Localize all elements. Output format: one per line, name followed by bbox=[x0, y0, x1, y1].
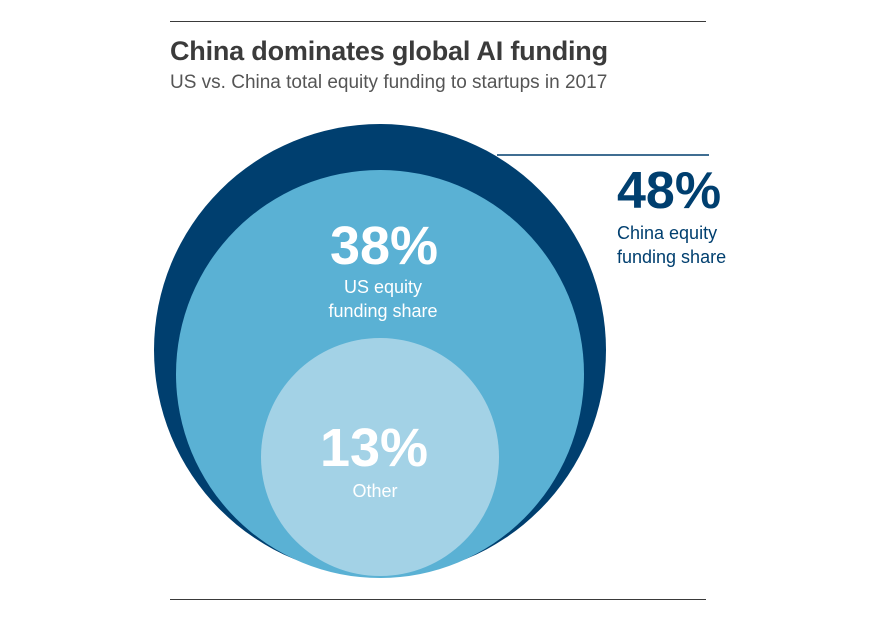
china-caption-line-1: China equity bbox=[617, 223, 717, 243]
other-caption-line-1: Other bbox=[352, 481, 397, 501]
bottom-rule bbox=[170, 599, 706, 600]
us-caption-line-2: funding share bbox=[328, 301, 437, 321]
china-caption-line-2: funding share bbox=[617, 247, 726, 267]
us-caption-line-1: US equity bbox=[344, 277, 422, 297]
circle-other bbox=[261, 338, 499, 576]
china-value-label: 48% bbox=[617, 162, 721, 220]
us-value-label: 38% bbox=[330, 216, 438, 276]
top-rule bbox=[170, 21, 706, 22]
chart-subtitle: US vs. China total equity funding to sta… bbox=[170, 72, 608, 93]
other-value-label: 13% bbox=[320, 418, 428, 478]
chart-title: China dominates global AI funding bbox=[170, 36, 608, 66]
